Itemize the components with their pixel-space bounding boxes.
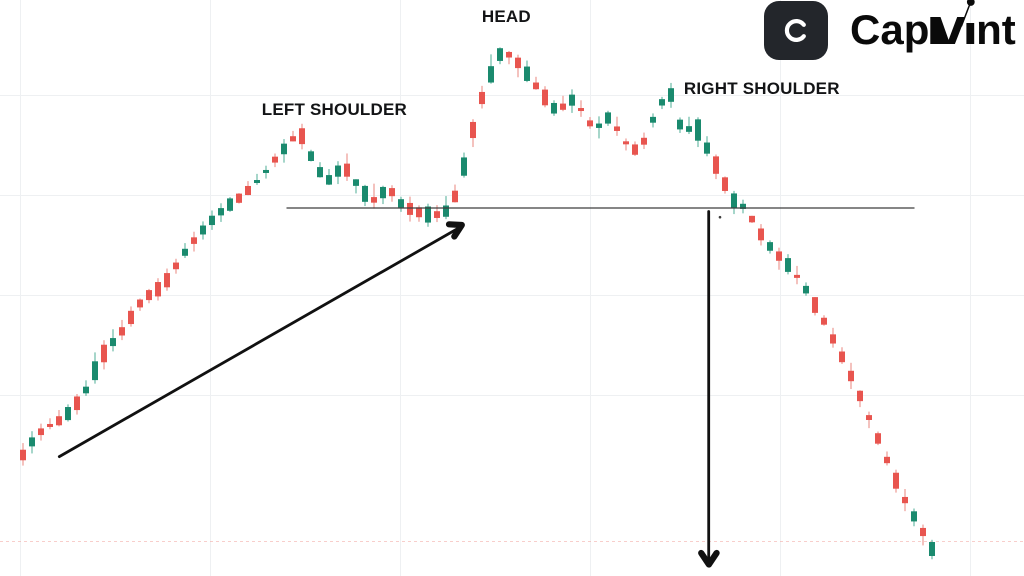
- svg-text:Cap: Cap: [850, 6, 929, 53]
- svg-text:nt: nt: [976, 6, 1016, 53]
